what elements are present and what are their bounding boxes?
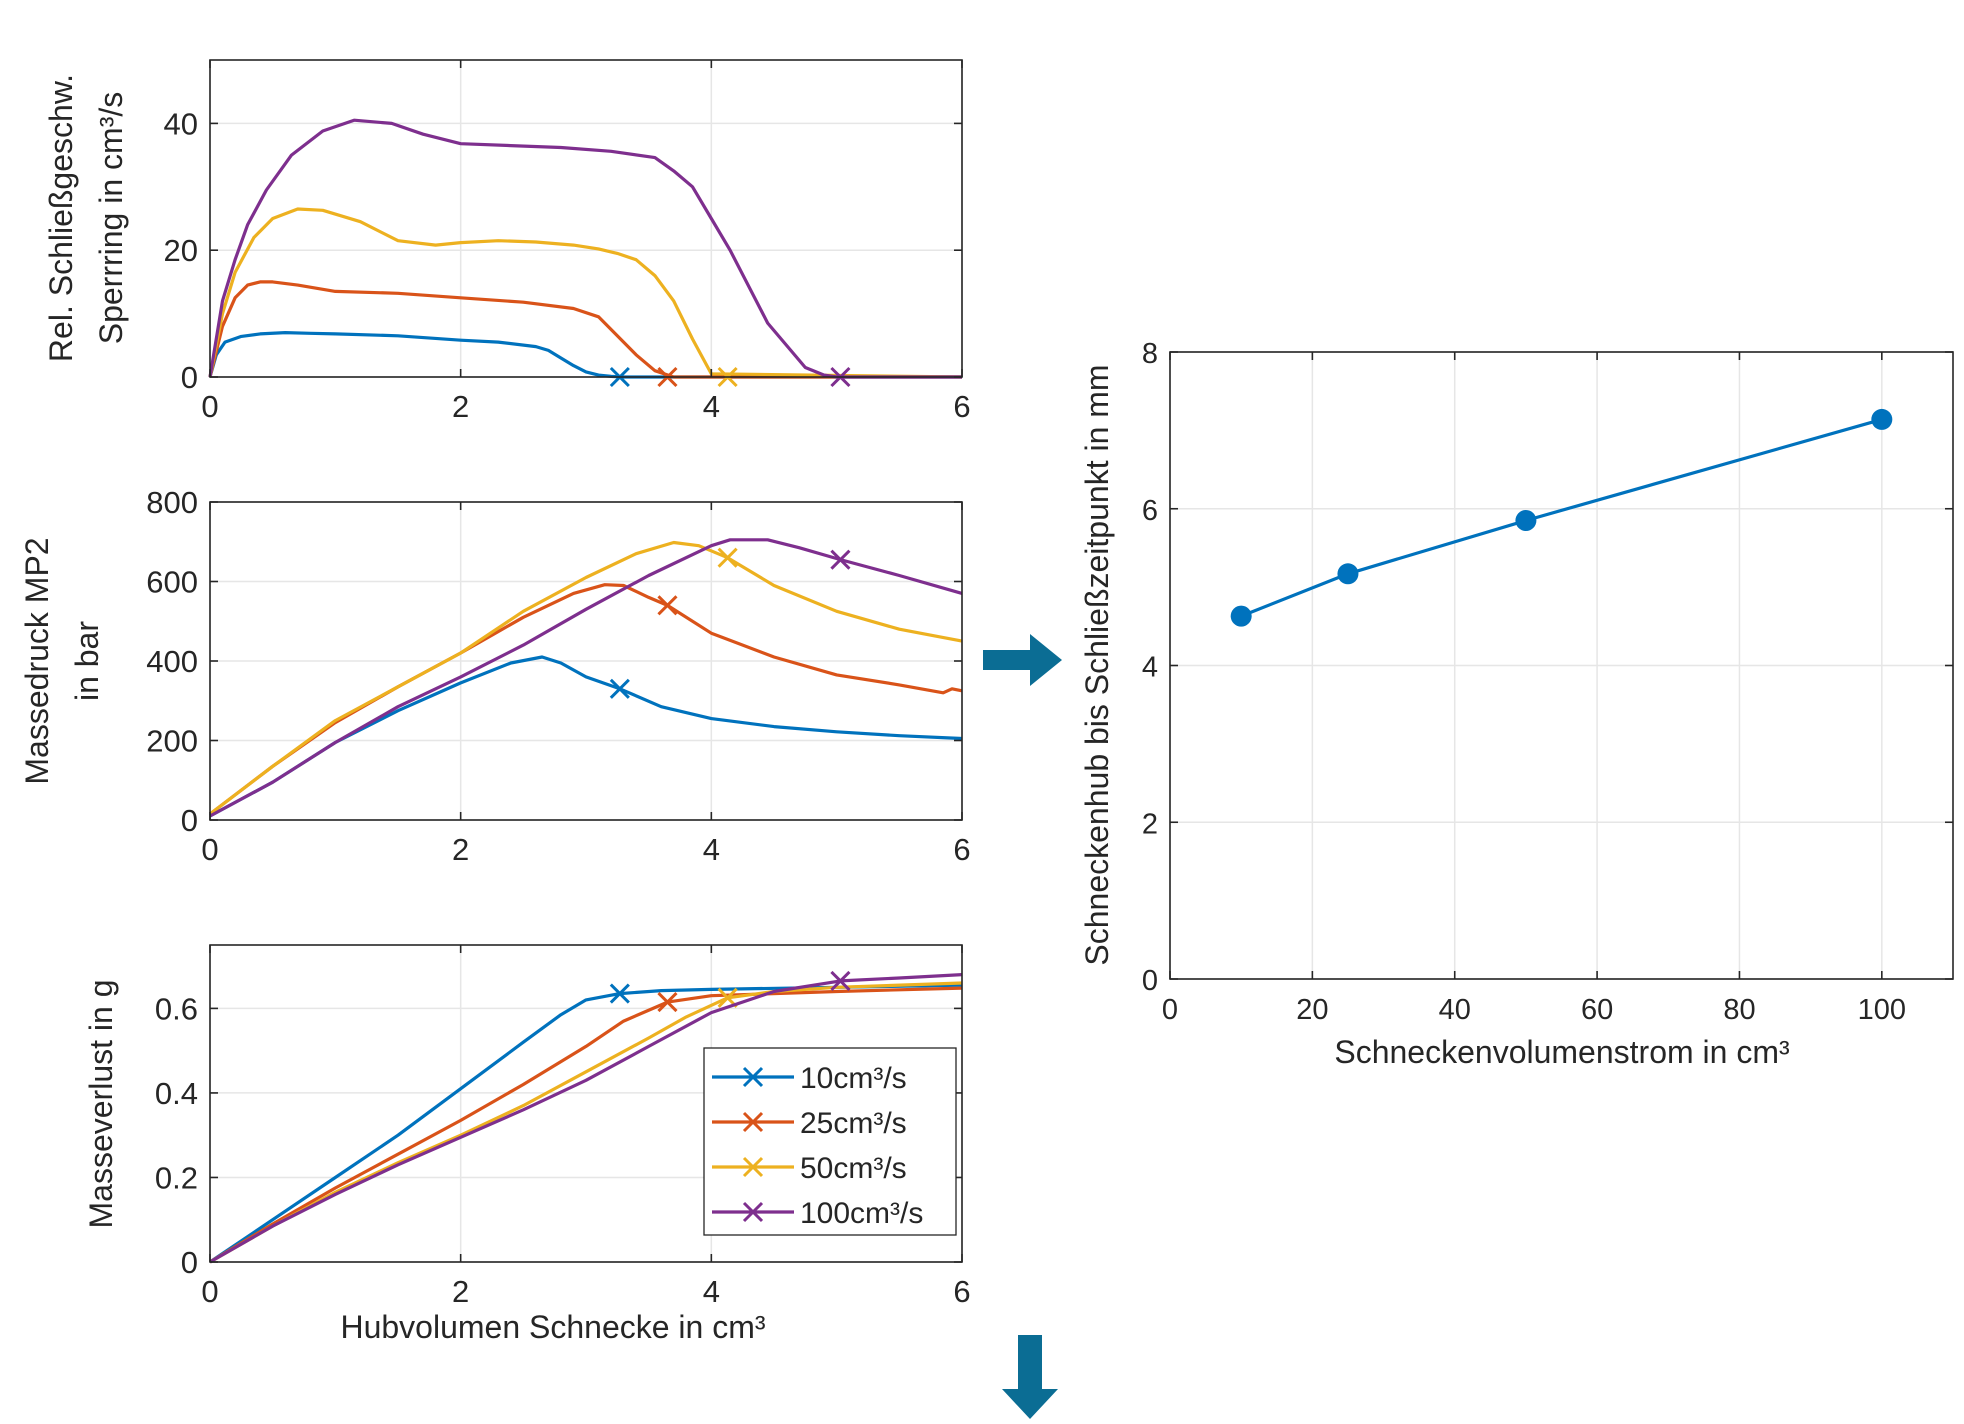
legend-marker-s25 <box>742 1111 764 1133</box>
stroke-xtick-label: 40 <box>1439 994 1471 1026</box>
stroke-point-1 <box>1337 563 1359 585</box>
mass-xlabel: Hubvolumen Schnecke in cm³ <box>340 1309 765 1345</box>
axes-layer <box>209 59 1954 1263</box>
speed-xtick-label: 0 <box>201 389 218 424</box>
speed-series-line-s50 <box>208 207 963 379</box>
pressure-series-line-s100 <box>209 538 963 818</box>
speed-ytick-label: 40 <box>164 106 198 141</box>
arrow-layer <box>983 634 1062 1419</box>
mass-marker-s10 <box>609 983 630 1004</box>
pressure-marker-s50 <box>717 547 738 568</box>
speed-ytick-label: 0 <box>181 360 198 395</box>
speed-xtick-label: 6 <box>953 389 970 424</box>
speed-series-line-s100 <box>208 118 962 379</box>
stroke-xtick-label: 60 <box>1581 994 1613 1026</box>
legend-layer: 10cm³/s 25cm³/s 50cm³/s 100cm³/s <box>703 1047 957 1236</box>
pressure-ytick-label: 800 <box>146 485 198 520</box>
mass-series-line-s10 <box>209 983 963 1264</box>
legend-label-s10: 10cm³/s <box>800 1062 907 1095</box>
mass-ytick-label: 0.6 <box>155 991 198 1026</box>
speed-axes-box <box>209 59 963 378</box>
pressure-ytick-label: 0 <box>181 803 198 838</box>
stroke-ytick-label: 4 <box>1142 652 1158 684</box>
legend-label-s25: 25cm³/s <box>800 1107 907 1140</box>
down-arrow-icon <box>1002 1335 1058 1419</box>
stroke-xtick-label: 0 <box>1162 994 1178 1026</box>
pressure-series-line-s10 <box>209 655 963 818</box>
pressure-ytick-label: 600 <box>146 565 198 600</box>
pressure-xtick-label: 6 <box>953 832 970 867</box>
speed-ytick-label: 20 <box>164 233 198 268</box>
stroke-xtick-label: 100 <box>1858 994 1906 1026</box>
pressure-xtick-label: 2 <box>452 832 469 867</box>
pressure-series-line-s50 <box>209 540 963 816</box>
pressure-ytick-label: 400 <box>146 644 198 679</box>
legend-label-s100: 100cm³/s <box>800 1197 923 1230</box>
pressure-marker-s25 <box>657 595 678 616</box>
pressure-xtick-label: 4 <box>703 832 720 867</box>
stroke-ytick-label: 0 <box>1142 965 1158 997</box>
pressure-series-line-s25 <box>209 583 963 816</box>
pressure-ylabel-line-0: Massedruck MP2 <box>19 537 55 784</box>
stroke-point-3 <box>1871 408 1893 430</box>
mass-xtick-label: 0 <box>201 1274 218 1309</box>
mass-ytick-label: 0.2 <box>155 1160 198 1195</box>
mass-ytick-label: 0 <box>181 1245 198 1280</box>
pressure-ytick-label: 200 <box>146 724 198 759</box>
stroke-xtick-label: 80 <box>1723 994 1755 1026</box>
stroke-ylabel-line-0: Schneckenhub bis Schließzeitpunkt in mm <box>1079 364 1115 965</box>
stroke-series-line-s10 <box>1240 417 1883 618</box>
stroke-xtick-label: 20 <box>1296 994 1328 1026</box>
stroke-point-0 <box>1230 605 1252 627</box>
stroke-point-2 <box>1515 510 1537 532</box>
mass-marker-s25 <box>657 991 678 1013</box>
mass-marker-s100 <box>830 970 851 991</box>
speed-ylabel-line-0: Rel. Schließgeschw. <box>43 74 79 362</box>
stroke-ytick-label: 8 <box>1142 338 1158 370</box>
mass-axes-box <box>209 944 963 1263</box>
pressure-xtick-label: 0 <box>201 832 218 867</box>
legend-marker-s10 <box>742 1066 764 1088</box>
legend-label-s50: 50cm³/s <box>800 1152 907 1185</box>
stroke-xlabel: Schneckenvolumenstrom in cm³ <box>1334 1034 1790 1070</box>
mass-xtick-label: 2 <box>452 1274 469 1309</box>
speed-xtick-label: 4 <box>703 389 720 424</box>
speed-series-line-s10 <box>208 331 962 379</box>
stroke-ytick-label: 2 <box>1142 808 1158 840</box>
mass-xtick-label: 6 <box>953 1274 970 1309</box>
mass-ylabel-line-0: Masseverlust in g <box>83 980 119 1229</box>
mass-xtick-label: 4 <box>703 1274 720 1309</box>
speed-xtick-label: 2 <box>452 389 469 424</box>
stroke-ytick-label: 6 <box>1142 495 1158 527</box>
legend-marker-s50 <box>742 1156 764 1178</box>
speed-series-line-s25 <box>208 280 962 379</box>
mass-ytick-label: 0.4 <box>155 1076 198 1111</box>
right-arrow-icon <box>983 634 1062 686</box>
speed-ylabel-line-1: Sperrring in cm³/s <box>93 92 129 345</box>
legend-marker-s100 <box>742 1201 764 1223</box>
pressure-marker-s10 <box>609 678 630 699</box>
pressure-ylabel-line-1: in bar <box>69 621 105 701</box>
data-layer <box>208 118 1893 1264</box>
pressure-marker-s100 <box>830 549 851 570</box>
